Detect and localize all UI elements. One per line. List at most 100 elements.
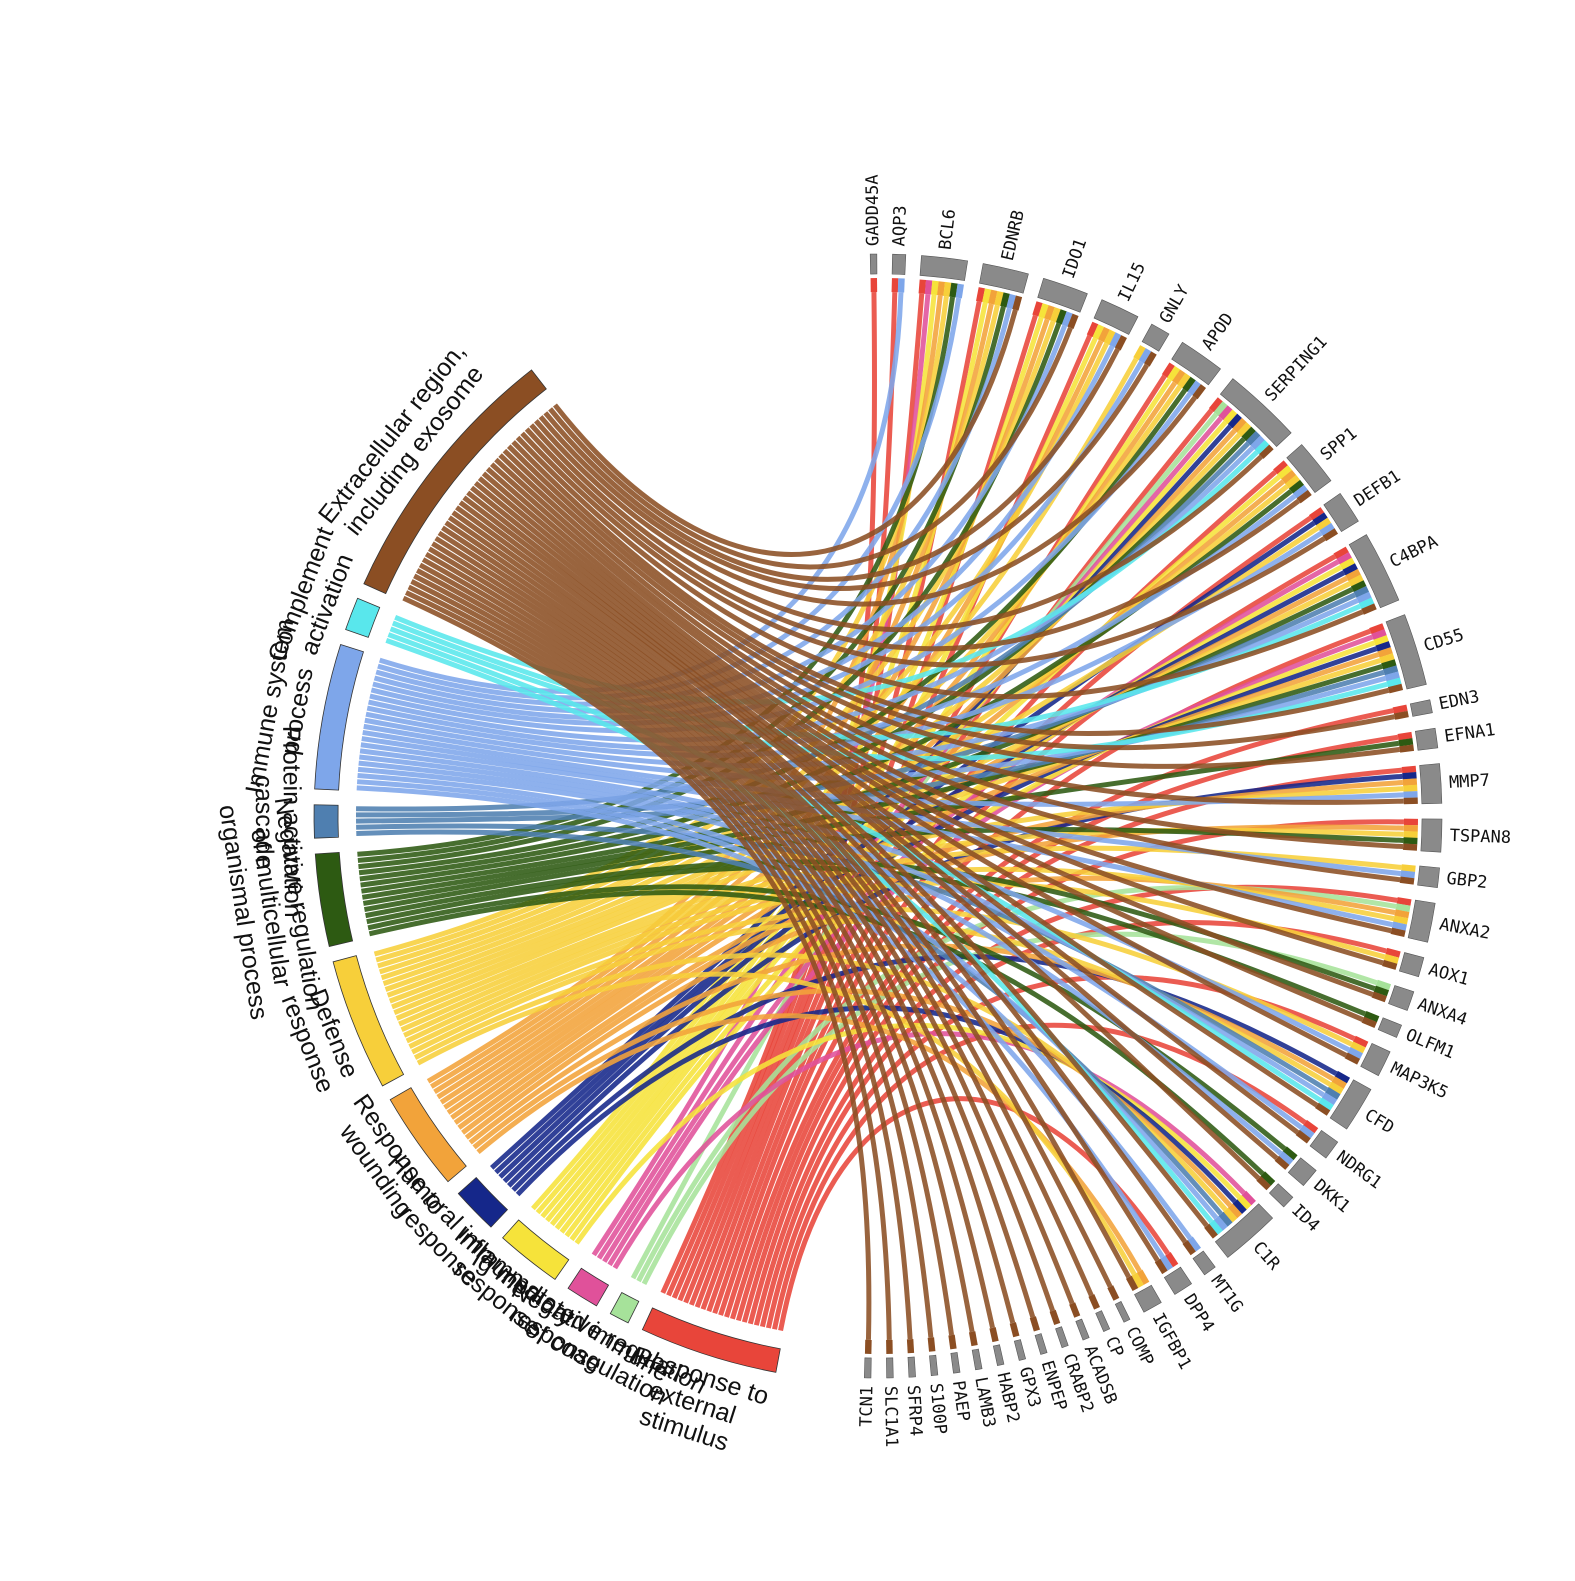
- gene-slot-ednrb-immune-sys: [1006, 293, 1016, 310]
- gene-arc-id4: [1268, 1183, 1294, 1208]
- term-arc-inflam: [502, 1219, 570, 1280]
- gene-slot-serping1-extracell: [1259, 444, 1274, 459]
- term-arc-neg-multi: [314, 851, 354, 947]
- gene-slot-serping1-inflam: [1223, 409, 1238, 425]
- gene-label-cfd: CFD: [1361, 1105, 1398, 1138]
- term-arc-complement: [345, 597, 381, 638]
- gene-slot-ido1-wound: [1044, 305, 1055, 321]
- gene-arc-efna1: [1414, 727, 1439, 751]
- gene-slot-serping1-prot-act: [1245, 431, 1261, 446]
- gene-slot-aox1-extracell: [1382, 959, 1398, 970]
- gene-slot-edn3-extracell: [1393, 710, 1409, 720]
- gene-slot-spp1-wound: [1281, 469, 1297, 484]
- gene-slot-c4bpa-ig-med: [1336, 552, 1352, 565]
- gene-slot-anxa2-ext-stim: [1396, 897, 1412, 906]
- term-arc-neg-coag: [609, 1291, 640, 1324]
- gene-label-defb1: DEFB1: [1351, 466, 1405, 511]
- chord-c1r-inflam: [574, 1023, 1242, 1245]
- term-arc-wound: [389, 1087, 467, 1183]
- gene-slot-map3k5-ext-stim: [1352, 1035, 1369, 1048]
- gene-slot-gnly-extracell: [1144, 351, 1157, 367]
- gene-slot-dpp4-extracell: [1154, 1258, 1168, 1275]
- gene-label-tcn1: TCN1: [857, 1386, 878, 1427]
- gene-slot-mmp7-humoral: [1402, 772, 1417, 780]
- gene-slot-ednrb-neg-multi: [1000, 292, 1010, 308]
- term-label-line: Protein activation: [277, 726, 307, 918]
- gene-slot-c1r-humoral: [1232, 1199, 1247, 1215]
- chord-crabp2-extracell: [427, 546, 1055, 1312]
- gene-slot-ednrb-wound: [988, 289, 998, 305]
- gene-label-edn3: EDN3: [1437, 687, 1481, 715]
- gene-slot-map3k5-defense: [1350, 1041, 1366, 1054]
- gene-slot-mt1g-extracell: [1182, 1240, 1196, 1256]
- chord-ribbons: [355, 277, 1419, 1354]
- gene-slot-aqp3-immune-sys: [897, 278, 905, 293]
- gene-slot-cd55-complement: [1386, 677, 1402, 688]
- gene-slot-gbp2-extracell: [1399, 876, 1415, 885]
- gene-slot-cp-extracell: [1088, 1294, 1100, 1310]
- gene-slot-ido1-neg-multi: [1055, 309, 1067, 325]
- chord-gpx3-extracell: [421, 557, 1016, 1324]
- chord-acadsb-extracell: [431, 541, 1075, 1305]
- gene-arc-igfbp1: [1134, 1284, 1162, 1313]
- gene-slot-spp1-inflam: [1277, 465, 1293, 480]
- chord-c4bpa-extracell: [515, 435, 1364, 700]
- gene-arc-mt1g: [1192, 1250, 1216, 1276]
- term-arc-ext-stim: [641, 1307, 781, 1373]
- gene-slot-efna1-ext-stim: [1397, 731, 1413, 741]
- chord-ido1-extracell: [548, 326, 1073, 570]
- gene-label-bcl6: BCL6: [936, 208, 961, 251]
- gene-label-s100p: S100P: [925, 1382, 950, 1435]
- gene-slot-anxa2-immune-sys: [1391, 921, 1407, 931]
- gene-slot-apod-inflam: [1167, 365, 1181, 382]
- gene-slot-anxa4-extracell: [1371, 991, 1387, 1003]
- gene-arc-ido1: [1037, 277, 1088, 313]
- gene-label-ido1: IDO1: [1059, 236, 1091, 281]
- gene-label-ednrb: EDNRB: [998, 208, 1029, 262]
- gene-slot-gnly-immune-sys: [1138, 348, 1152, 364]
- gene-arc-cfd: [1329, 1079, 1372, 1130]
- gene-label-olfm1: OLFM1: [1403, 1025, 1458, 1063]
- gene-slot-aox1-ext-stim: [1385, 947, 1401, 958]
- chord-defb1-extracell: [520, 431, 1326, 668]
- gene-arc-c4bpa: [1348, 534, 1400, 609]
- gene-slot-c1r-wound: [1227, 1203, 1243, 1219]
- gene-slot-apod-wound: [1172, 369, 1186, 385]
- gene-slot-defb1-immune-sys: [1319, 522, 1335, 536]
- gene-slot-anxa2-defense: [1393, 915, 1409, 925]
- gene-label-anxa2: ANXA2: [1438, 915, 1492, 944]
- gene-slot-c4bpa-defense: [1348, 574, 1364, 587]
- chord-comp-extracell: [437, 530, 1113, 1288]
- gene-label-gadd45a: GADD45A: [863, 174, 884, 246]
- gene-slot-olfm1-neg-multi: [1363, 1010, 1380, 1023]
- gene-slot-cfd-immune-sys: [1321, 1092, 1338, 1106]
- gene-slot-ido1-defense: [1050, 307, 1061, 323]
- gene-slot-olfm1-extracell: [1361, 1016, 1377, 1029]
- chord-paep-extracell: [413, 573, 955, 1336]
- chord-habp2-extracell: [418, 562, 995, 1329]
- gene-slot-apod-extracell: [1192, 384, 1207, 400]
- term-arc-ig-med: [567, 1267, 610, 1307]
- gene-slot-mmp7-wound: [1402, 778, 1418, 786]
- gene-slot-cfd-prot-act: [1325, 1086, 1341, 1100]
- gene-slot-comp-extracell: [1107, 1285, 1120, 1301]
- gene-arc-aqp3: [891, 253, 907, 275]
- gene-slot-mt1g-immune-sys: [1187, 1236, 1201, 1252]
- gene-label-efna1: EFNA1: [1443, 720, 1496, 747]
- chord-dpp4-extracell: [444, 520, 1160, 1262]
- gene-arc-acadsb: [1075, 1318, 1090, 1341]
- gene-slot-c4bpa-humoral: [1342, 563, 1358, 576]
- gene-slot-enpep-extracell: [1029, 1316, 1040, 1332]
- gene-arc-anxa2: [1407, 899, 1436, 943]
- gene-slot-defb1-extracell: [1322, 528, 1339, 542]
- gene-slot-anxa2-neg-coag: [1395, 903, 1411, 913]
- gene-slot-aox1-defense: [1383, 953, 1400, 964]
- gene-slot-c1r-ig-med: [1241, 1190, 1256, 1206]
- gene-label-gnly: GNLY: [1156, 282, 1194, 327]
- gene-slot-ndrg1-immune-sys: [1299, 1124, 1315, 1139]
- gene-slot-ednrb-defense: [994, 290, 1004, 307]
- chord-efna1-extracell: [502, 448, 1401, 769]
- gene-label-slc1a1: SLC1A1: [880, 1386, 901, 1448]
- gene-arc-defb1: [1323, 492, 1359, 533]
